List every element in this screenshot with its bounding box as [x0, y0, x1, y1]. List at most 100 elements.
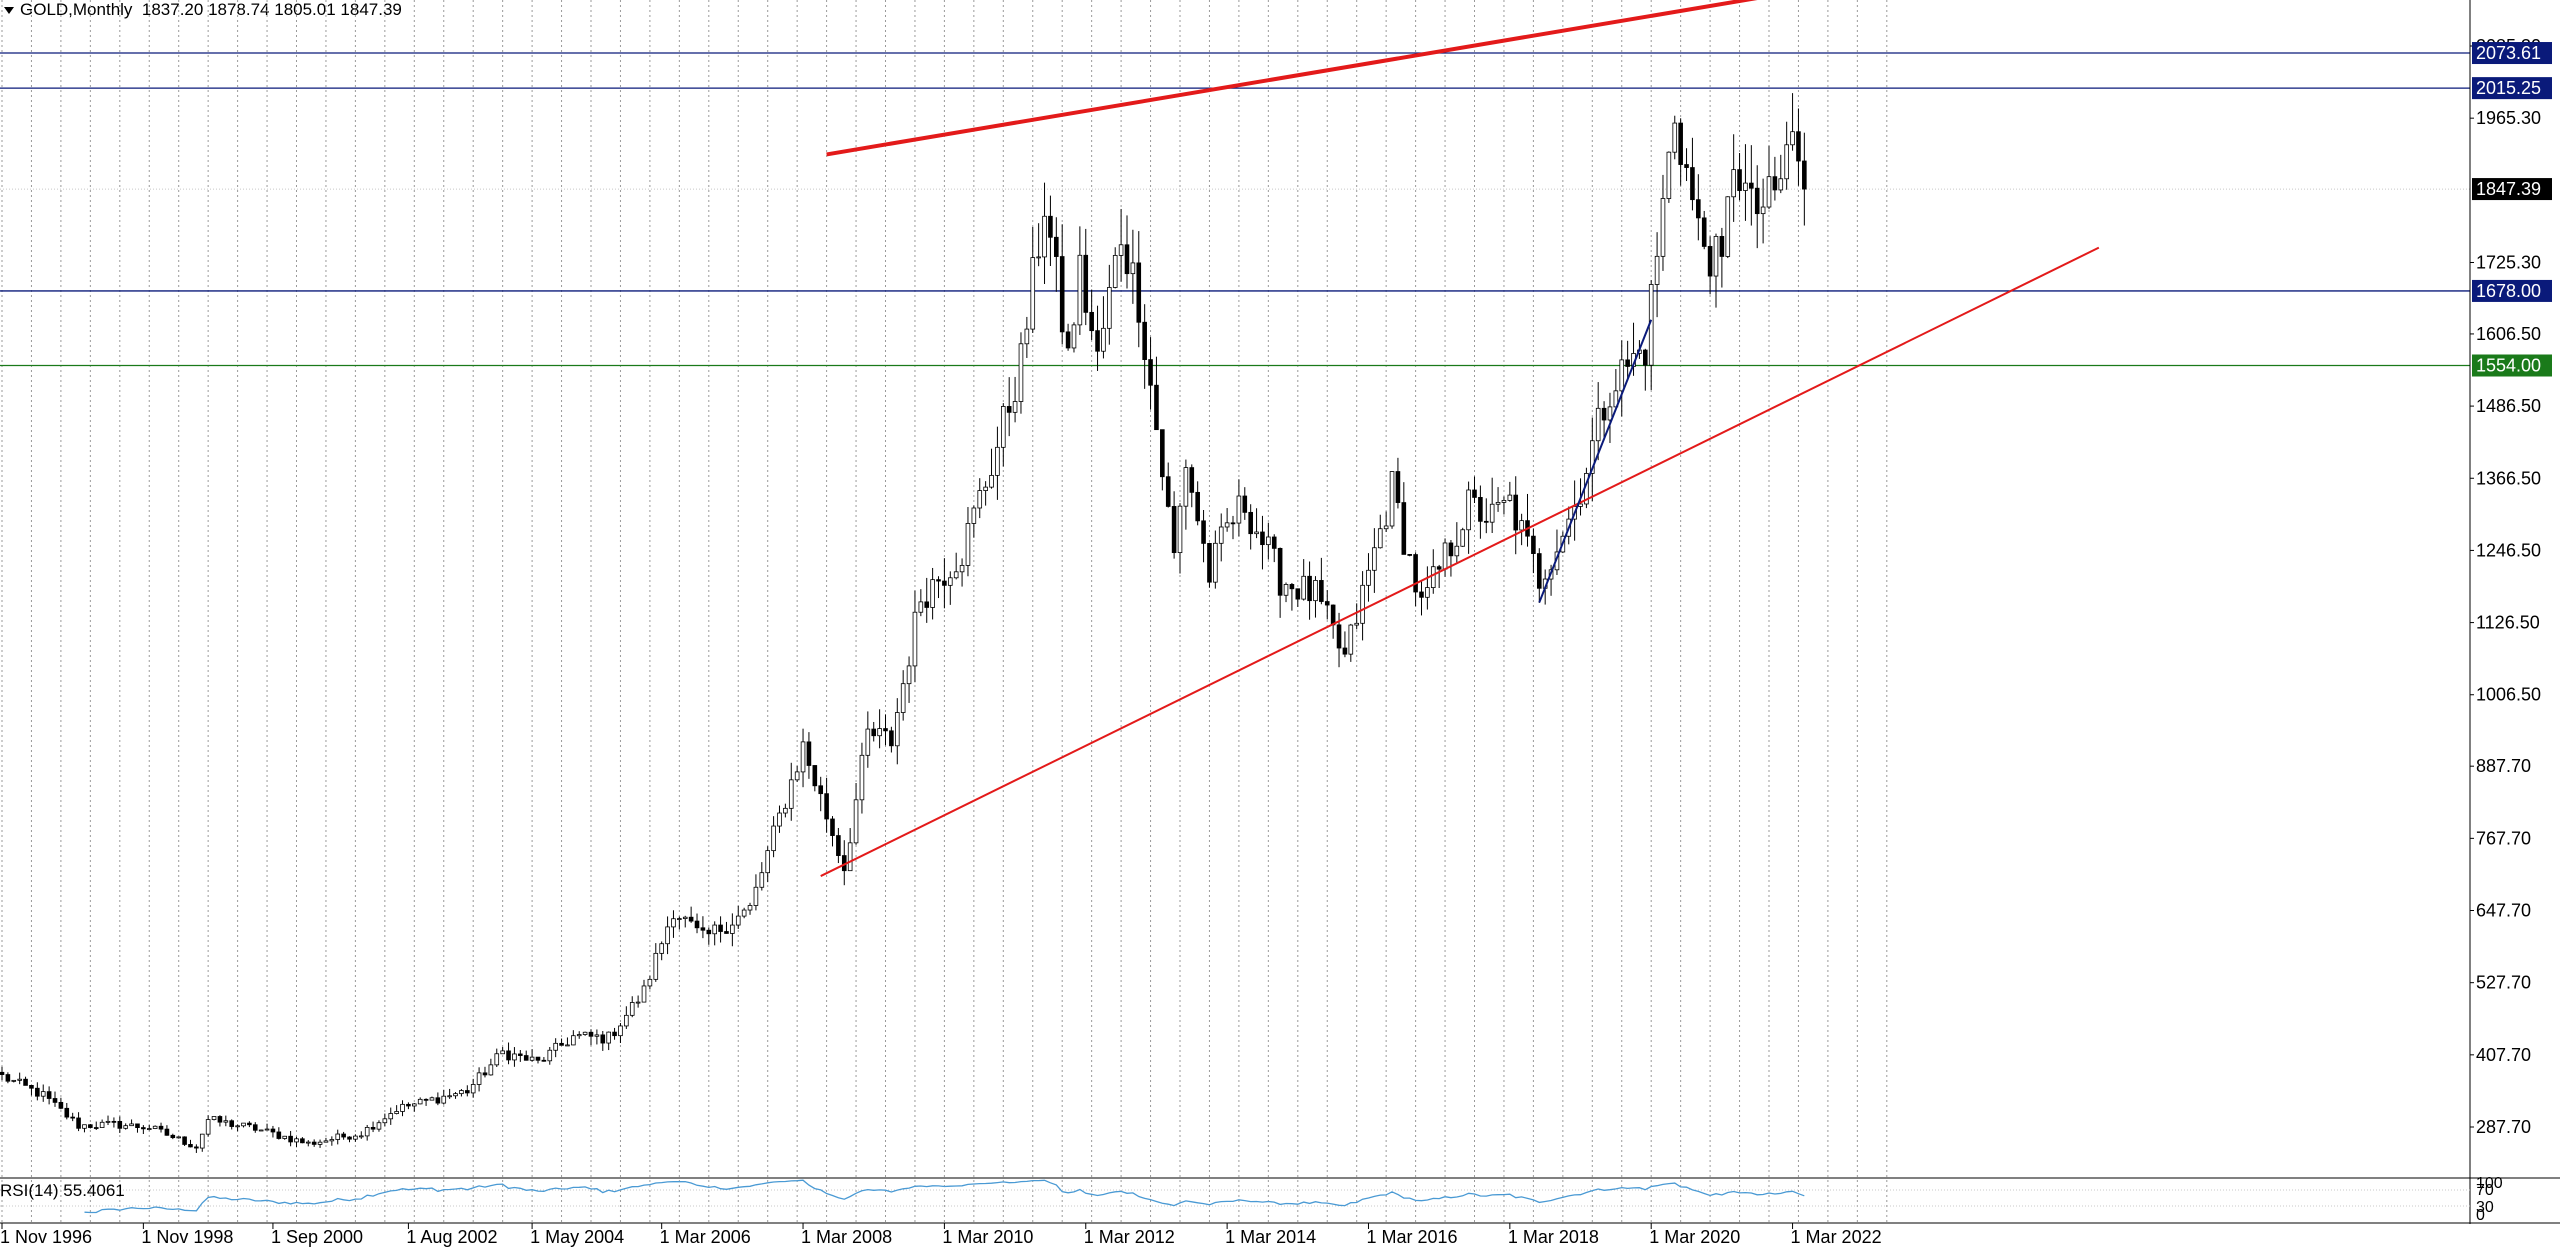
candle-body — [535, 1056, 541, 1061]
candle — [1696, 174, 1701, 241]
candle-body — [724, 931, 729, 934]
candle-body — [406, 1103, 411, 1107]
candle-body — [1148, 359, 1153, 386]
triangle-down-icon[interactable] — [4, 7, 14, 15]
candle-body — [1601, 407, 1607, 421]
candle — [576, 1031, 582, 1039]
candle — [447, 1088, 452, 1099]
candle — [959, 558, 965, 587]
candle-body — [1743, 182, 1748, 191]
candle — [1389, 471, 1395, 529]
candle-body — [624, 1014, 629, 1027]
candle-body — [883, 728, 888, 732]
candle-body — [959, 565, 965, 573]
candle — [877, 709, 882, 749]
candle-body — [441, 1095, 447, 1104]
y-tick-label: 1486.50 — [2476, 396, 2541, 416]
candle-body — [1054, 236, 1059, 257]
candle — [311, 1139, 317, 1147]
candle — [983, 481, 988, 506]
candle-body — [629, 1002, 635, 1016]
candle — [417, 1097, 423, 1105]
candle-body — [288, 1135, 293, 1143]
candle — [730, 913, 735, 947]
candle-body — [1001, 406, 1006, 448]
candle — [765, 846, 770, 883]
candle-body — [1625, 359, 1630, 367]
candle-body — [1478, 497, 1483, 522]
candle-body — [1207, 543, 1212, 583]
candle-body — [576, 1034, 582, 1037]
rsi-scale-label: 0 — [2476, 1207, 2485, 1224]
candle — [223, 1115, 229, 1127]
candle-body — [1012, 401, 1018, 413]
candle — [1283, 582, 1289, 603]
candle — [235, 1124, 240, 1132]
price-tag — [2472, 42, 2552, 65]
y-tick-label: 1246.50 — [2476, 540, 2541, 560]
candle — [135, 1123, 140, 1133]
candle-body — [1466, 489, 1471, 531]
candle-body — [35, 1087, 40, 1097]
candle-body — [11, 1079, 17, 1082]
candle-body — [176, 1136, 182, 1139]
candle — [29, 1084, 34, 1096]
candle — [836, 827, 841, 864]
candle-body — [900, 683, 906, 713]
candle-body — [500, 1050, 505, 1055]
candle-body — [1483, 520, 1489, 523]
x-tick-label: 1 Nov 1998 — [141, 1227, 233, 1247]
candle — [847, 828, 853, 872]
candle-body — [1089, 311, 1094, 332]
candle — [1254, 508, 1259, 539]
candle — [335, 1129, 341, 1145]
candle-body — [1383, 525, 1389, 530]
candle — [1054, 217, 1059, 292]
candle — [883, 714, 888, 746]
candle — [482, 1066, 488, 1078]
candle — [146, 1124, 152, 1131]
candle — [759, 862, 765, 891]
candle — [5, 1072, 11, 1084]
candle-body — [818, 785, 824, 795]
candle — [559, 1038, 564, 1046]
candle-body — [1160, 429, 1165, 478]
candle-body — [712, 924, 717, 935]
candle-body — [1802, 160, 1807, 190]
candle-body — [571, 1035, 576, 1046]
candle-body — [889, 730, 894, 747]
candle — [1601, 401, 1607, 441]
price-tag — [2472, 354, 2552, 377]
candle — [1796, 108, 1801, 186]
candle-body — [1507, 494, 1513, 501]
candle-body — [435, 1097, 441, 1104]
candle — [1006, 377, 1012, 437]
candle — [1018, 332, 1024, 414]
candle — [99, 1119, 105, 1128]
candle — [158, 1122, 164, 1133]
y-tick-label: 1725.30 — [2476, 252, 2541, 272]
candle-body — [1796, 131, 1801, 162]
candle-body — [547, 1049, 553, 1062]
candle — [1248, 504, 1253, 550]
candle-body — [1725, 196, 1731, 257]
candle-body — [1048, 215, 1053, 238]
candle — [1366, 553, 1371, 602]
candle-body — [894, 712, 900, 747]
candle — [1707, 236, 1713, 295]
x-tick-label: 1 Mar 2010 — [942, 1227, 1033, 1247]
candle-body — [394, 1111, 399, 1114]
rsi-scale-label: 70 — [2476, 1182, 2494, 1199]
candle-body — [1595, 407, 1601, 442]
candle-body — [235, 1125, 240, 1128]
candle — [1213, 530, 1218, 589]
ohlc-values: 1837.20 1878.74 1805.01 1847.39 — [141, 0, 402, 19]
candle-body — [1737, 169, 1742, 191]
candle-body — [1183, 467, 1189, 507]
candle — [712, 921, 717, 946]
candle-body — [812, 765, 818, 787]
candle-body — [1065, 331, 1071, 349]
candle — [677, 916, 682, 930]
candle — [1536, 548, 1542, 603]
